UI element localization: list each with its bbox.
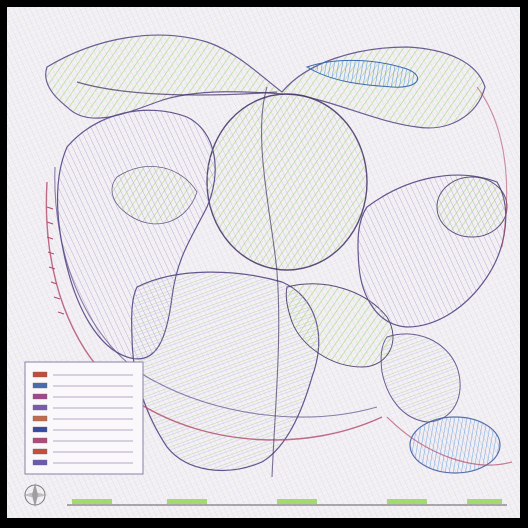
- northeast-lake: [305, 59, 419, 88]
- southeast-island: [409, 416, 501, 474]
- east-landmass: [357, 174, 508, 423]
- legend-swatch: [32, 459, 48, 466]
- west-landmass: [56, 109, 216, 360]
- south-central-landmass: [131, 271, 394, 472]
- legend-swatch: [32, 437, 48, 444]
- compass-rose-icon: [23, 483, 47, 507]
- legend-swatch: [32, 426, 48, 433]
- map-paper: [7, 7, 520, 518]
- map-legend: [24, 361, 144, 475]
- north-landmass: [45, 34, 486, 129]
- legend-swatch: [32, 404, 48, 411]
- legend-swatch: [32, 371, 48, 378]
- legend-swatch: [32, 448, 48, 455]
- legend-swatch: [32, 393, 48, 400]
- scale-bar-icon: [67, 499, 507, 506]
- legend-swatch: [32, 382, 48, 389]
- legend-swatch: [32, 415, 48, 422]
- map-canvas: [7, 7, 520, 518]
- central-round-region: [206, 93, 368, 271]
- west-edge-ticks: [46, 206, 65, 315]
